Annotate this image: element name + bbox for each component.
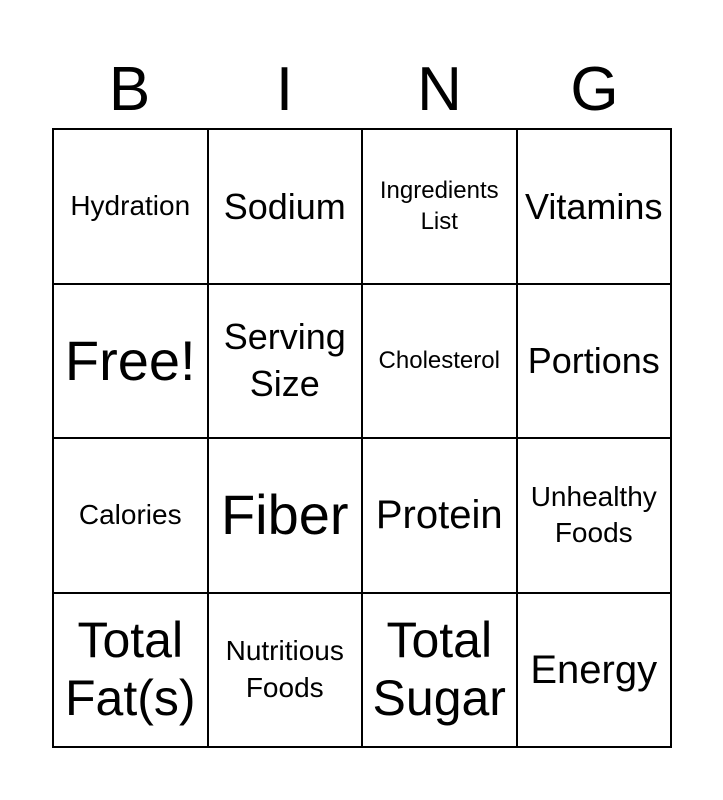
bingo-cell[interactable]: Nutritious Foods	[208, 593, 363, 748]
bingo-cell[interactable]: Portions	[517, 284, 672, 439]
bingo-cell[interactable]: Total Sugar	[363, 593, 518, 748]
bingo-cell[interactable]: Total Fat(s)	[54, 593, 209, 748]
cell-label: Serving Size	[223, 315, 346, 404]
header-letter-g: G	[570, 55, 619, 124]
cell-label: Vitamins	[525, 185, 663, 227]
bingo-cell[interactable]: Cholesterol	[363, 284, 518, 439]
bingo-card: Hydration Sodium Ingredients List Vitami…	[52, 128, 672, 748]
cell-label: Ingredients List	[379, 177, 499, 236]
cell-label: Hydration	[70, 190, 191, 222]
cell-label: Energy	[530, 647, 658, 692]
cell-label: Total Sugar	[372, 612, 506, 726]
bingo-cell[interactable]: Unhealthy Foods	[517, 439, 672, 594]
bingo-cell[interactable]: Hydration	[54, 130, 209, 285]
bingo-header: B I N G	[52, 52, 672, 128]
cell-label: Unhealthy Foods	[530, 480, 657, 549]
bingo-cell[interactable]: Protein	[363, 439, 518, 594]
cell-label: Calories	[78, 499, 182, 531]
free-space-cell[interactable]: Free!	[54, 284, 209, 439]
bingo-cell[interactable]: Vitamins	[517, 130, 672, 285]
bingo-cell[interactable]: Fiber	[208, 439, 363, 594]
header-letter-b: B	[108, 55, 151, 124]
cell-label: Total Fat(s)	[64, 612, 196, 726]
bingo-cell[interactable]: Energy	[517, 593, 672, 748]
bingo-cell[interactable]: Calories	[54, 439, 209, 594]
cell-label: Nutritious Foods	[225, 635, 344, 703]
cell-label: Cholesterol	[378, 346, 500, 374]
bingo-cell[interactable]: Sodium	[208, 130, 363, 285]
bingo-cell[interactable]: Serving Size	[208, 284, 363, 439]
cell-label: Free!	[64, 328, 196, 392]
cell-label: Protein	[375, 493, 503, 538]
header-letter-i: I	[275, 55, 294, 124]
cell-label: Fiber	[220, 483, 349, 547]
cell-label: Portions	[527, 340, 660, 382]
cell-label: Sodium	[223, 185, 346, 227]
header-letter-n: N	[417, 55, 462, 124]
bingo-cell[interactable]: Ingredients List	[363, 130, 518, 285]
